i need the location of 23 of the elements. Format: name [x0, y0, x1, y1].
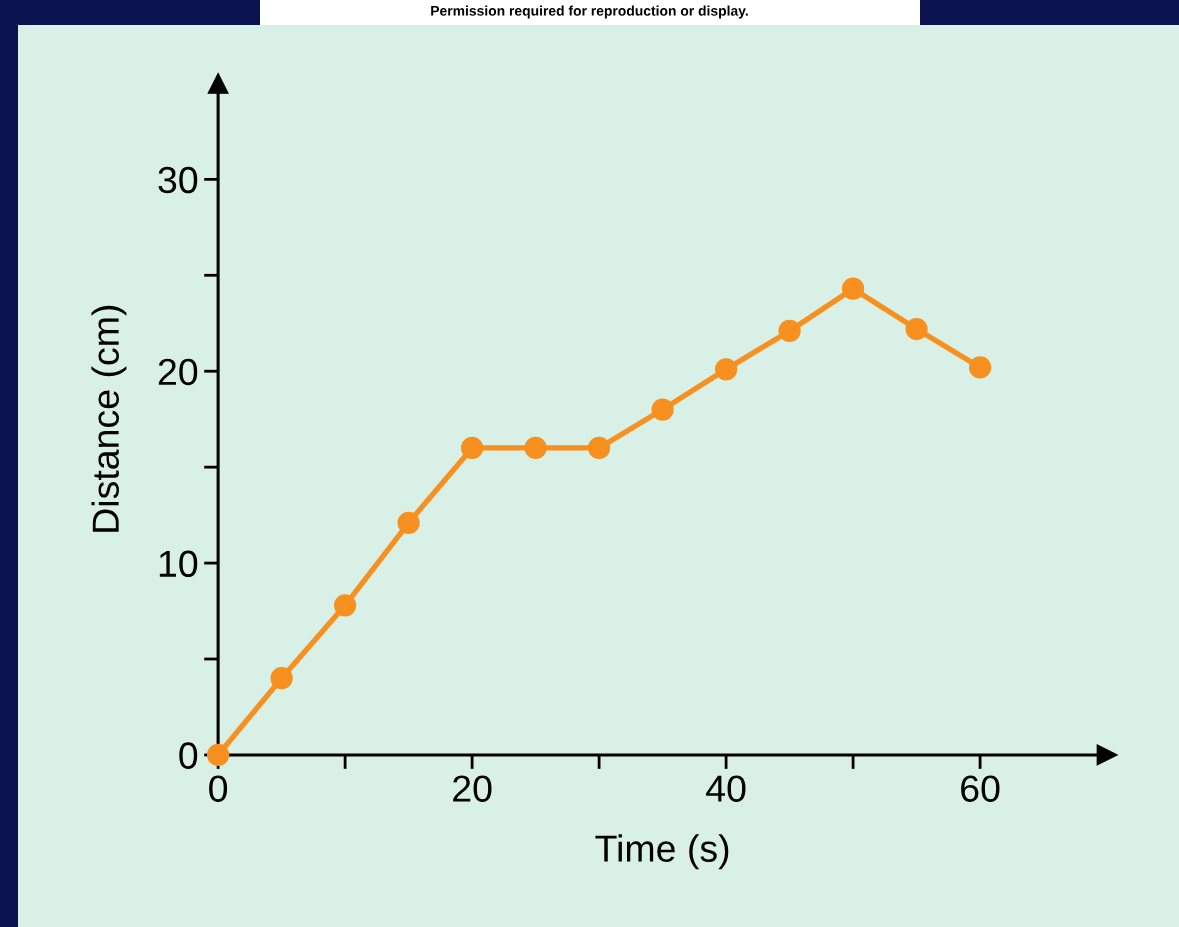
- point: [968, 356, 992, 379]
- x-tick-label: 0: [209, 775, 228, 802]
- point: [524, 436, 547, 460]
- point: [905, 317, 928, 341]
- y-tick-label: 20: [158, 358, 198, 386]
- x-tick-label: 40: [706, 775, 746, 802]
- text: Permission required for reproduction or display.: [431, 5, 748, 19]
- x-tick-label: 60: [961, 775, 1000, 802]
- point: [270, 667, 293, 690]
- point: [651, 398, 674, 421]
- point: [714, 358, 738, 381]
- y-tick-label: 0: [179, 742, 198, 769]
- y-tick-label: 10: [159, 550, 198, 578]
- point: [587, 436, 611, 460]
- point: [397, 511, 420, 534]
- point: [333, 594, 357, 617]
- point: [460, 436, 484, 460]
- point: [778, 319, 801, 343]
- point: [841, 277, 865, 300]
- x-axis-title: Time (s): [595, 834, 729, 870]
- y-axis-title: Distance (cm): [91, 305, 127, 532]
- y-tick-label: 30: [158, 166, 198, 194]
- x-tick-label: 20: [453, 775, 492, 802]
